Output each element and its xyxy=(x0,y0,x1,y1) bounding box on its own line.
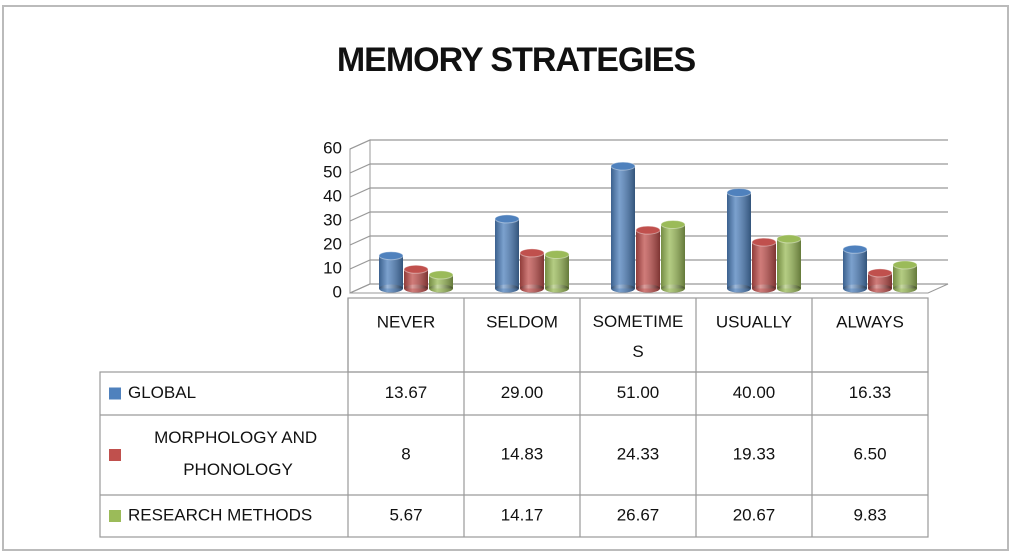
legend-label: GLOBAL xyxy=(128,383,196,402)
bar-shade xyxy=(661,224,685,289)
legend-label: MORPHOLOGY AND PHONOLOGY xyxy=(154,428,322,479)
bar-shade xyxy=(520,252,544,289)
legend-label: RESEARCH METHODS xyxy=(128,505,312,524)
bar-shade xyxy=(379,284,403,293)
bar-shade xyxy=(429,284,453,293)
table-body xyxy=(99,371,929,538)
table-value: 5.67 xyxy=(389,505,422,524)
bar-shade xyxy=(727,284,751,293)
grid-line xyxy=(349,187,948,198)
table-value: 20.67 xyxy=(733,505,776,524)
bar-shade xyxy=(868,284,892,293)
bar-shade xyxy=(404,269,428,289)
bar-shade xyxy=(752,284,776,293)
table-value: 6.50 xyxy=(853,444,886,463)
bar-shade xyxy=(520,284,544,293)
bar-top xyxy=(635,225,661,235)
bar-top xyxy=(428,270,454,280)
bar-shade xyxy=(495,284,519,293)
table-value: 16.33 xyxy=(849,383,892,402)
table-value: 51.00 xyxy=(617,383,660,402)
grid-line xyxy=(349,163,948,174)
x-tick-label: SOMETIME S xyxy=(593,312,684,361)
table-value: 24.33 xyxy=(617,444,660,463)
bar-top xyxy=(403,264,429,274)
bar-shade xyxy=(495,218,519,289)
grid-line xyxy=(349,235,948,246)
bar-shade xyxy=(379,255,403,289)
y-tick-label: 40 xyxy=(323,186,342,205)
y-tick-label: 30 xyxy=(323,210,342,229)
y-tick-label: 50 xyxy=(323,162,342,181)
bar-top xyxy=(494,214,520,224)
table-value: 9.83 xyxy=(853,505,886,524)
table-value: 19.33 xyxy=(733,444,776,463)
bar-top xyxy=(867,268,893,278)
table-value: 14.83 xyxy=(501,444,544,463)
grid-line xyxy=(349,139,948,150)
y-tick-label: 10 xyxy=(323,258,342,277)
bar-top xyxy=(892,260,918,270)
bar-top xyxy=(610,161,636,171)
bar-shade xyxy=(545,284,569,293)
bar-shade xyxy=(661,284,685,293)
bar-shade xyxy=(545,254,569,289)
bar-shade xyxy=(752,242,776,289)
bar-shade xyxy=(868,272,892,289)
bar-top xyxy=(378,251,404,261)
legend-swatch xyxy=(109,449,121,461)
table-value: 14.17 xyxy=(501,505,544,524)
table-value: 26.67 xyxy=(617,505,660,524)
y-tick-label: 60 xyxy=(323,138,342,157)
x-tick-label: SELDOM xyxy=(486,312,558,331)
bar-shade xyxy=(843,249,867,289)
x-tick-label: USUALLY xyxy=(716,312,792,331)
chart-title: MEMORY STRATEGIES xyxy=(337,41,696,79)
legend-swatch xyxy=(109,387,121,400)
bar-shade xyxy=(611,166,635,289)
x-tick-label: NEVER xyxy=(377,312,436,331)
bar-top xyxy=(751,237,777,247)
bar-top xyxy=(660,219,686,229)
bar-top xyxy=(776,234,802,244)
bar-shade xyxy=(893,284,917,293)
bar-top xyxy=(544,249,570,259)
bar-shade xyxy=(777,284,801,293)
bar-top xyxy=(519,248,545,258)
bar-shade xyxy=(636,284,660,293)
grid-line xyxy=(349,211,948,222)
table-value: 13.67 xyxy=(385,383,428,402)
bar-shade xyxy=(843,284,867,293)
y-tick-label: 20 xyxy=(323,234,342,253)
x-tick-label: ALWAYS xyxy=(836,312,904,331)
table-value: 40.00 xyxy=(733,383,776,402)
bar-shade xyxy=(893,264,917,289)
table-value: 29.00 xyxy=(501,383,544,402)
bar-shade xyxy=(727,192,751,289)
bar-shade xyxy=(777,238,801,289)
bar-shade xyxy=(611,284,635,293)
bar-shade xyxy=(636,230,660,289)
legend-swatch xyxy=(109,510,121,522)
bar-shade xyxy=(404,284,428,293)
bar-top xyxy=(842,244,868,254)
table-value: 8 xyxy=(401,444,410,463)
bar-top xyxy=(726,188,752,197)
chart-border xyxy=(2,5,1009,551)
y-tick-label: 0 xyxy=(333,282,342,301)
